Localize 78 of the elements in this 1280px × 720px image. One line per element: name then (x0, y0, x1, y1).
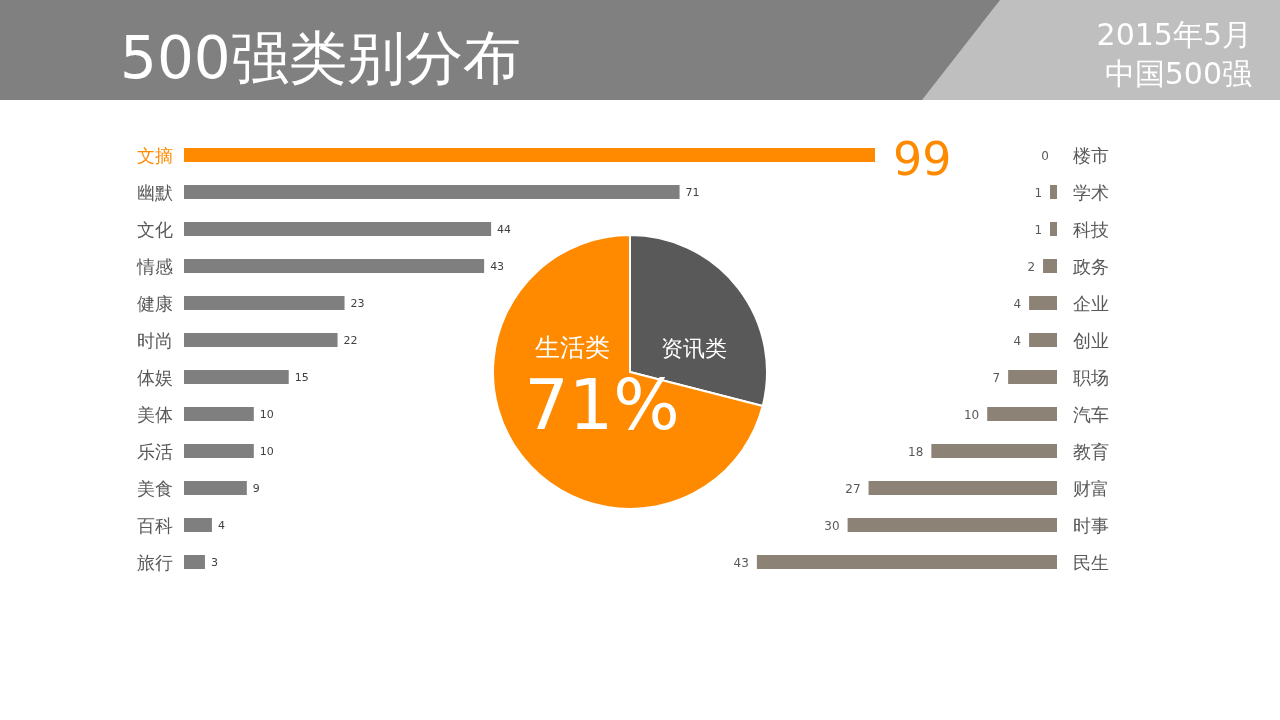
data-label: 0 (1041, 149, 1049, 163)
y-tick-label: 美体 (137, 404, 173, 425)
y-tick-label: 创业 (1073, 330, 1109, 351)
bar (184, 444, 254, 458)
y-tick-label: 汽车 (1073, 404, 1109, 425)
bar (184, 481, 247, 495)
data-label: 22 (343, 334, 358, 347)
bar (1008, 370, 1057, 384)
y-tick-label: 学术 (1073, 182, 1109, 203)
data-label: 3 (210, 556, 218, 569)
data-label: 30 (824, 519, 840, 533)
bar (184, 259, 485, 273)
data-label: 7 (992, 371, 1001, 385)
data-label: 9 (252, 482, 260, 495)
bar (184, 518, 212, 532)
data-label: 23 (350, 297, 365, 310)
y-tick-label: 乐活 (137, 441, 173, 462)
data-label: 43 (490, 260, 505, 273)
bar (184, 407, 254, 421)
bar (931, 444, 1057, 458)
chart-title: 500强类别分布 (120, 24, 521, 92)
y-tick-label: 情感 (136, 256, 173, 277)
bar (184, 333, 338, 347)
y-tick-label: 百科 (137, 515, 173, 536)
bar (1050, 185, 1057, 199)
y-tick-label: 体娱 (137, 367, 173, 388)
data-label: 4 (1013, 334, 1022, 348)
bar (987, 407, 1057, 421)
data-label: 10 (259, 408, 274, 421)
data-label: 18 (908, 445, 924, 459)
bar (184, 148, 875, 162)
data-label: 44 (497, 223, 512, 236)
bar (847, 518, 1057, 532)
text: 2015年5月 (1096, 17, 1252, 52)
slice-label: 生活类 (534, 333, 610, 362)
bar (1043, 259, 1057, 273)
y-tick-label: 旅行 (137, 552, 173, 573)
bar (1029, 333, 1057, 347)
data-label: 4 (1013, 297, 1022, 311)
y-tick-label: 幽默 (137, 182, 173, 203)
data-label: 27 (845, 482, 861, 496)
data-label: 1 (1034, 186, 1043, 200)
bar (184, 370, 289, 384)
y-tick-label: 文摘 (137, 145, 173, 166)
bar (184, 555, 205, 569)
data-label: 2 (1027, 260, 1036, 274)
bar (184, 185, 680, 199)
bar (868, 481, 1057, 495)
bar (756, 555, 1057, 569)
y-tick-label: 科技 (1073, 219, 1109, 240)
y-tick-label: 时事 (1073, 515, 1109, 536)
y-tick-label: 职场 (1073, 367, 1109, 388)
bar (1050, 222, 1057, 236)
y-tick-label: 时尚 (137, 330, 173, 351)
y-tick-label: 楼市 (1073, 145, 1109, 166)
bar (184, 222, 492, 236)
data-label: 10 (259, 445, 274, 458)
data-label: 15 (294, 371, 309, 384)
y-tick-label: 企业 (1073, 293, 1109, 314)
text: 中国500强 (1104, 56, 1252, 91)
data-label: 71 (685, 186, 700, 199)
y-tick-label: 文化 (137, 219, 173, 240)
bar (184, 296, 345, 310)
y-tick-label: 教育 (1073, 441, 1109, 462)
data-label: 71% (524, 364, 680, 446)
y-tick-label: 财富 (1073, 478, 1109, 499)
y-tick-label: 民生 (1073, 552, 1109, 573)
data-label: 43 (733, 556, 749, 570)
y-tick-label: 美食 (137, 478, 173, 499)
pie-slice (492, 234, 764, 510)
y-tick-label: 健康 (137, 293, 173, 314)
data-label: 4 (217, 519, 225, 532)
y-tick-label: 政务 (1073, 256, 1109, 277)
data-label: 10 (963, 408, 980, 422)
slice-label: 资讯类 (660, 336, 727, 361)
data-label: 1 (1034, 223, 1043, 237)
bar (1029, 296, 1057, 310)
data-label: 99 (893, 132, 952, 186)
